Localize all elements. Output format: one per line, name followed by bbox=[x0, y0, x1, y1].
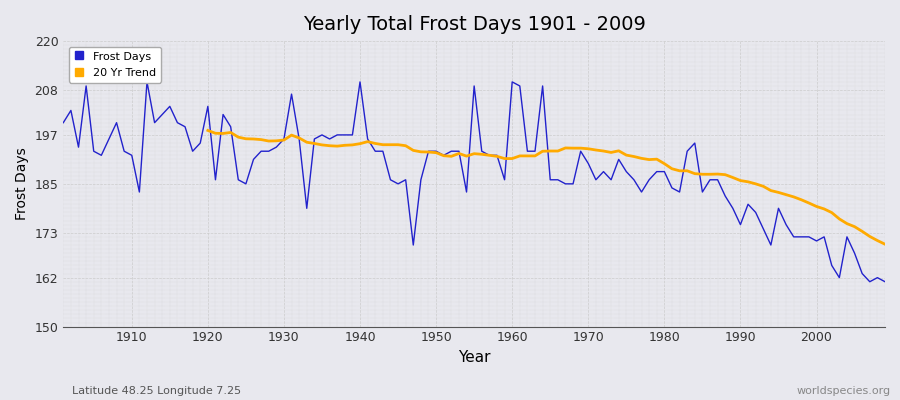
Title: Yearly Total Frost Days 1901 - 2009: Yearly Total Frost Days 1901 - 2009 bbox=[302, 15, 645, 34]
Y-axis label: Frost Days: Frost Days bbox=[15, 148, 29, 220]
Text: Latitude 48.25 Longitude 7.25: Latitude 48.25 Longitude 7.25 bbox=[72, 386, 241, 396]
Text: worldspecies.org: worldspecies.org bbox=[796, 386, 891, 396]
Legend: Frost Days, 20 Yr Trend: Frost Days, 20 Yr Trend bbox=[68, 47, 161, 83]
X-axis label: Year: Year bbox=[458, 350, 491, 365]
